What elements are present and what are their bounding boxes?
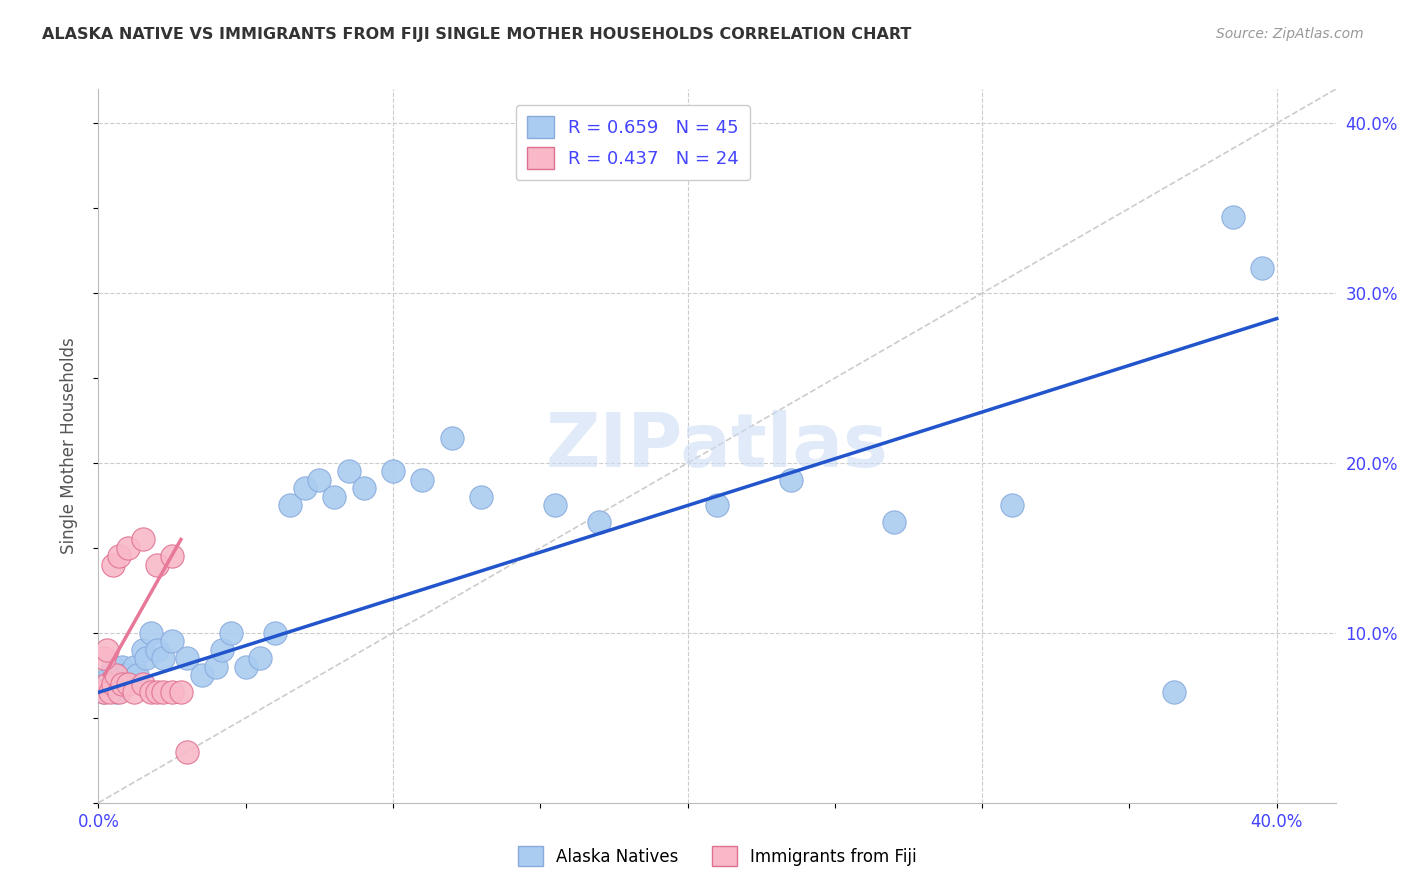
Point — [544, 499, 567, 513]
Point — [96, 643, 118, 657]
Point — [382, 465, 405, 479]
Point — [105, 668, 128, 682]
Point — [98, 685, 121, 699]
Y-axis label: Single Mother Households: Single Mother Households — [59, 338, 77, 554]
Point — [160, 685, 183, 699]
Point — [135, 651, 157, 665]
Point — [114, 668, 136, 682]
Point — [235, 660, 257, 674]
Point — [170, 685, 193, 699]
Text: ALASKA NATIVE VS IMMIGRANTS FROM FIJI SINGLE MOTHER HOUSEHOLDS CORRELATION CHART: ALASKA NATIVE VS IMMIGRANTS FROM FIJI SI… — [42, 27, 911, 42]
Point — [706, 499, 728, 513]
Point — [146, 558, 169, 572]
Text: ZIPatlas: ZIPatlas — [546, 409, 889, 483]
Point — [588, 516, 610, 530]
Point — [111, 660, 134, 674]
Point — [93, 651, 115, 665]
Point — [108, 685, 131, 699]
Point — [249, 651, 271, 665]
Point — [294, 482, 316, 496]
Point — [205, 660, 228, 674]
Point — [440, 430, 463, 444]
Point — [108, 549, 131, 564]
Point — [160, 634, 183, 648]
Point — [337, 465, 360, 479]
Point — [101, 558, 124, 572]
Point — [122, 660, 145, 674]
Point — [93, 685, 115, 699]
Point — [152, 685, 174, 699]
Point — [323, 490, 346, 504]
Point — [1251, 260, 1274, 275]
Point — [779, 473, 801, 487]
Text: Source: ZipAtlas.com: Source: ZipAtlas.com — [1216, 27, 1364, 41]
Point — [219, 626, 242, 640]
Point — [108, 677, 131, 691]
Point — [122, 685, 145, 699]
Point — [111, 677, 134, 691]
Point — [131, 643, 153, 657]
Point — [101, 660, 124, 674]
Point — [1163, 685, 1185, 699]
Point — [96, 677, 118, 691]
Point — [1001, 499, 1024, 513]
Point — [141, 685, 163, 699]
Point — [176, 651, 198, 665]
Point — [190, 668, 212, 682]
Point — [176, 745, 198, 759]
Point — [883, 516, 905, 530]
Point — [470, 490, 492, 504]
Point — [160, 549, 183, 564]
Point — [105, 685, 128, 699]
Point — [411, 473, 433, 487]
Point — [264, 626, 287, 640]
Point — [101, 677, 124, 691]
Point — [146, 685, 169, 699]
Point — [141, 626, 163, 640]
Point — [125, 668, 148, 682]
Point — [96, 677, 118, 691]
Point — [131, 533, 153, 547]
Point — [152, 651, 174, 665]
Point — [131, 677, 153, 691]
Point — [117, 677, 139, 691]
Point — [211, 643, 233, 657]
Point — [117, 668, 139, 682]
Point — [105, 668, 128, 682]
Point — [1222, 210, 1244, 224]
Legend: Alaska Natives, Immigrants from Fiji: Alaska Natives, Immigrants from Fiji — [510, 839, 924, 873]
Point — [93, 685, 115, 699]
Point — [146, 643, 169, 657]
Point — [308, 473, 330, 487]
Point — [98, 668, 121, 682]
Point — [117, 541, 139, 555]
Point — [278, 499, 301, 513]
Point — [353, 482, 375, 496]
